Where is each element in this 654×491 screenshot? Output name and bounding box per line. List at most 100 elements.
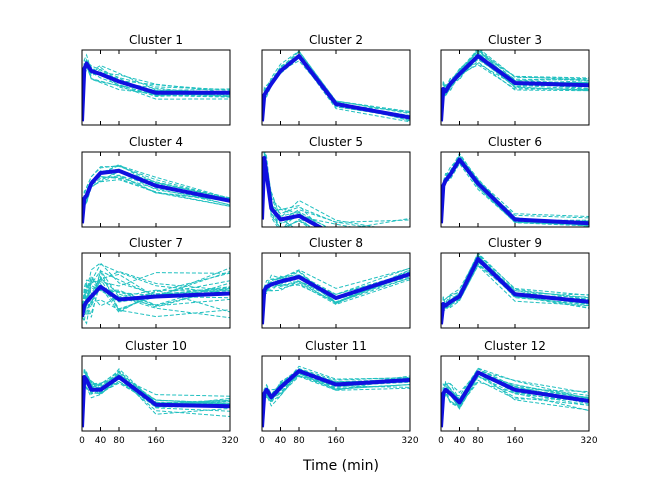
member-trace	[262, 50, 410, 122]
panel-frame	[81, 355, 231, 432]
panel-title: Cluster 5	[309, 135, 363, 149]
cluster-panel: Cluster 8	[261, 236, 411, 329]
panel-title: Cluster 9	[488, 236, 542, 250]
member-trace	[82, 272, 230, 317]
x-tick-label: 40	[275, 436, 287, 446]
member-trace	[262, 152, 369, 227]
member-trace	[82, 377, 230, 428]
member-trace	[262, 267, 410, 325]
plot-area	[262, 50, 410, 123]
cluster-panel: Cluster 7	[81, 236, 231, 329]
member-trace	[82, 282, 230, 323]
panel-frame	[81, 49, 231, 126]
cluster-panel: Cluster 9	[440, 236, 590, 329]
centroid-line	[441, 370, 589, 428]
centroid-line	[82, 168, 230, 224]
member-trace	[82, 368, 230, 428]
x-tick-label: 320	[580, 436, 597, 446]
x-tick-label: 80	[293, 436, 305, 446]
member-trace	[441, 254, 589, 325]
panel-title: Cluster 8	[309, 236, 363, 250]
member-trace	[262, 153, 321, 227]
member-trace	[82, 370, 230, 428]
member-trace	[262, 160, 295, 227]
member-trace	[262, 371, 410, 428]
member-trace	[262, 152, 410, 223]
panels-group: Cluster 1 Cluster 2 Cluster 3 Cluster 4 Clus…	[79, 33, 598, 446]
member-trace	[441, 160, 589, 226]
cluster-panel: Cluster 12 0 40 80 160 320	[438, 339, 598, 446]
centroid-line	[82, 284, 230, 318]
x-tick-label: 160	[327, 436, 344, 446]
plot-area	[262, 152, 410, 227]
member-trace	[82, 370, 230, 428]
panel-title: Cluster 6	[488, 135, 542, 149]
member-trace	[441, 375, 589, 428]
centroid-line	[262, 156, 324, 227]
panel-frame	[81, 151, 231, 228]
cluster-panel: Cluster 10 0 40 80 160 320	[79, 339, 239, 446]
member-trace	[82, 263, 230, 317]
member-trace	[82, 165, 230, 224]
panel-title: Cluster 1	[129, 33, 183, 47]
member-trace	[262, 153, 312, 227]
member-trace	[262, 157, 310, 227]
member-trace	[82, 371, 230, 428]
member-trace	[82, 270, 230, 318]
member-trace	[82, 368, 230, 428]
plot-area	[441, 253, 589, 325]
member-trace	[441, 162, 589, 226]
panel-title: Cluster 12	[484, 339, 546, 353]
member-trace	[262, 372, 410, 428]
panel-title: Cluster 3	[488, 33, 542, 47]
plot-area	[262, 365, 410, 428]
x-tick-label: 160	[506, 436, 523, 446]
centroid-line	[262, 272, 410, 325]
x-tick-label: 320	[401, 436, 418, 446]
centroid-line	[441, 54, 589, 122]
centroid-line	[82, 375, 230, 428]
panel-title: Cluster 11	[305, 339, 367, 353]
member-trace	[262, 368, 410, 428]
x-tick-label: 80	[113, 436, 125, 446]
panel-frame	[261, 355, 411, 432]
member-trace	[262, 159, 317, 227]
panel-title: Cluster 7	[129, 236, 183, 250]
plot-area	[82, 368, 230, 428]
plot-area	[441, 367, 589, 428]
member-trace	[262, 152, 320, 227]
member-trace	[82, 371, 230, 428]
plot-area	[82, 164, 230, 224]
plot-area	[82, 53, 230, 122]
centroid-line	[262, 54, 410, 122]
cluster-panel: Cluster 5	[261, 135, 411, 228]
plot-area	[82, 262, 230, 325]
panel-title: Cluster 4	[129, 135, 183, 149]
member-trace	[262, 161, 314, 227]
x-tick-label: 40	[95, 436, 107, 446]
cluster-panel: Cluster 2	[261, 33, 411, 126]
member-trace	[441, 162, 589, 224]
x-tick-label: 160	[147, 436, 164, 446]
centroid-line	[262, 369, 410, 428]
cluster-panel: Cluster 11 0 40 80 160 320	[259, 339, 419, 446]
member-trace	[82, 64, 230, 122]
member-trace	[82, 272, 230, 317]
cluster-panel: Cluster 3	[440, 33, 590, 126]
member-trace	[441, 158, 589, 227]
x-tick-label: 40	[454, 436, 466, 446]
plot-area	[441, 152, 589, 227]
x-tick-label: 320	[221, 436, 238, 446]
plot-area	[441, 50, 589, 122]
member-trace	[262, 365, 410, 428]
member-trace	[82, 371, 230, 428]
member-trace	[82, 53, 230, 122]
cluster-panel: Cluster 4	[81, 135, 231, 228]
x-tick-label: 0	[438, 436, 444, 446]
panel-frame	[261, 151, 411, 228]
x-tick-label: 80	[472, 436, 484, 446]
x-tick-label: 0	[259, 436, 265, 446]
cluster-panel: Cluster 1	[81, 33, 231, 126]
x-axis-label: Time (min)	[302, 458, 379, 474]
panel-frame	[261, 252, 411, 329]
